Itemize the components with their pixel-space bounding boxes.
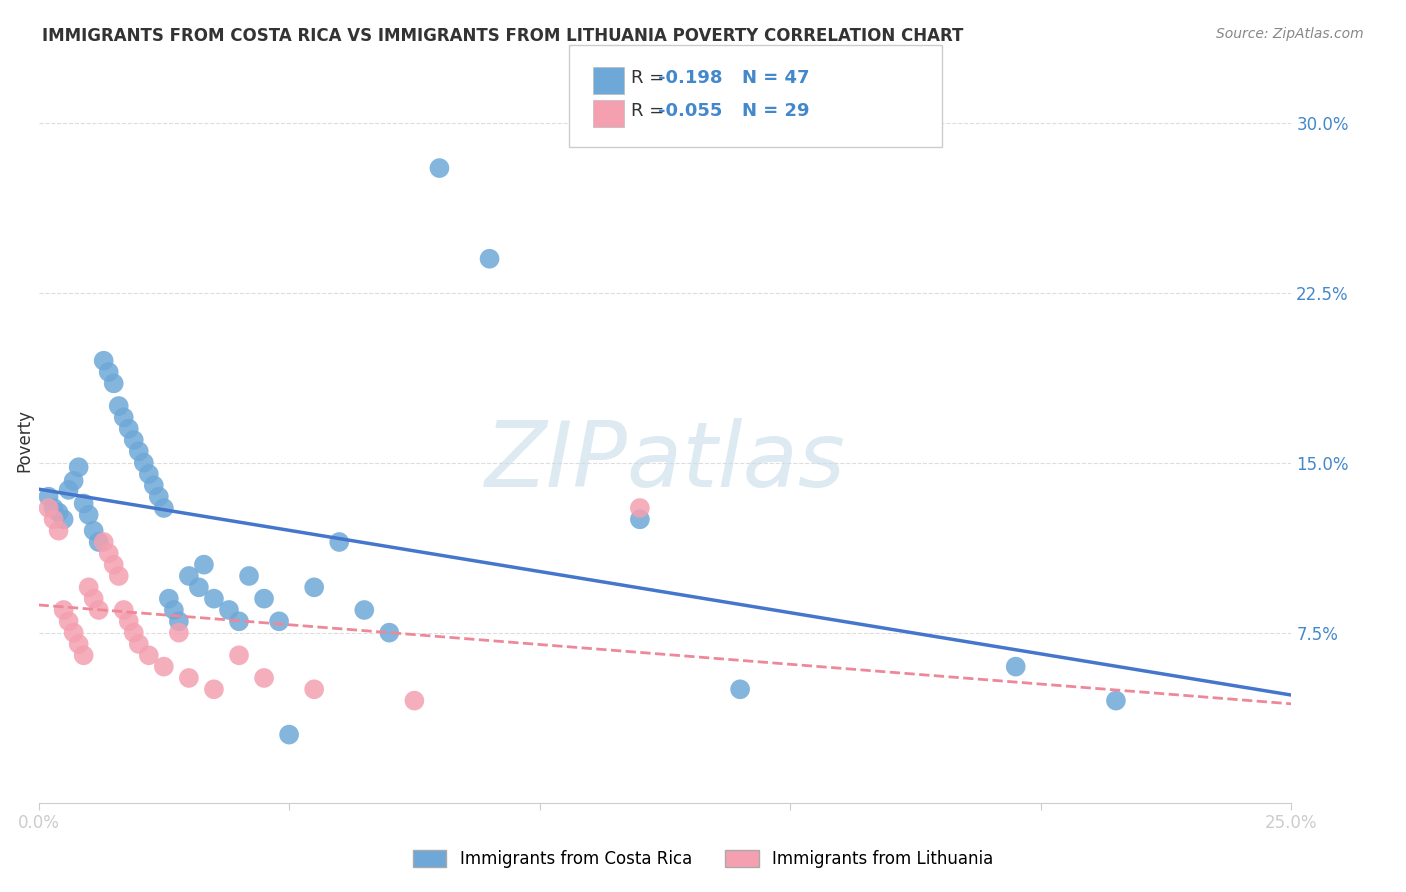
Point xyxy=(1105,693,1128,707)
Point xyxy=(67,637,90,651)
Point xyxy=(87,603,110,617)
Text: ZIPatlas: ZIPatlas xyxy=(485,417,845,506)
Point xyxy=(193,558,215,572)
Point xyxy=(429,161,451,175)
Point xyxy=(267,615,290,629)
Point xyxy=(42,512,65,526)
Point xyxy=(167,625,190,640)
Point xyxy=(97,365,120,379)
Point xyxy=(83,524,105,538)
Point xyxy=(128,444,150,458)
Point xyxy=(122,433,145,447)
Point xyxy=(58,615,80,629)
Text: N = 47: N = 47 xyxy=(742,70,810,87)
Point xyxy=(118,422,141,436)
Point xyxy=(378,625,401,640)
Point xyxy=(177,671,200,685)
Point xyxy=(253,591,276,606)
Point xyxy=(107,569,129,583)
Point xyxy=(153,501,176,516)
Point xyxy=(77,508,100,522)
Point xyxy=(52,512,75,526)
Point xyxy=(138,648,160,663)
Point xyxy=(38,490,60,504)
Point xyxy=(628,501,651,516)
Point xyxy=(153,659,176,673)
Point xyxy=(302,682,325,697)
Point xyxy=(38,501,60,516)
Text: IMMIGRANTS FROM COSTA RICA VS IMMIGRANTS FROM LITHUANIA POVERTY CORRELATION CHAR: IMMIGRANTS FROM COSTA RICA VS IMMIGRANTS… xyxy=(42,27,963,45)
Point xyxy=(83,591,105,606)
Point xyxy=(103,376,125,391)
Point xyxy=(177,569,200,583)
Point xyxy=(58,483,80,497)
Text: N = 29: N = 29 xyxy=(742,103,810,120)
Point xyxy=(328,535,350,549)
Text: R =: R = xyxy=(631,103,671,120)
Point xyxy=(167,615,190,629)
Point xyxy=(122,625,145,640)
Text: Source: ZipAtlas.com: Source: ZipAtlas.com xyxy=(1216,27,1364,41)
Point xyxy=(278,728,301,742)
Point xyxy=(87,535,110,549)
Point xyxy=(67,460,90,475)
Text: -0.055: -0.055 xyxy=(658,103,723,120)
Point xyxy=(228,615,250,629)
Point xyxy=(478,252,501,266)
Text: -0.198: -0.198 xyxy=(658,70,723,87)
Point xyxy=(62,474,84,488)
Point xyxy=(218,603,240,617)
Point xyxy=(112,410,135,425)
Point xyxy=(238,569,260,583)
Text: R =: R = xyxy=(631,70,671,87)
Point xyxy=(138,467,160,481)
Point xyxy=(48,506,70,520)
Point xyxy=(628,512,651,526)
Point xyxy=(187,580,209,594)
Point xyxy=(52,603,75,617)
Point xyxy=(72,496,94,510)
Point xyxy=(48,524,70,538)
Point xyxy=(228,648,250,663)
Point xyxy=(77,580,100,594)
Point xyxy=(163,603,186,617)
Point xyxy=(353,603,375,617)
Legend: Immigrants from Costa Rica, Immigrants from Lithuania: Immigrants from Costa Rica, Immigrants f… xyxy=(406,843,1000,875)
Point xyxy=(253,671,276,685)
Point xyxy=(112,603,135,617)
Point xyxy=(302,580,325,594)
Point xyxy=(132,456,155,470)
Point xyxy=(93,353,115,368)
Point xyxy=(728,682,751,697)
Point xyxy=(157,591,180,606)
Point xyxy=(93,535,115,549)
Point xyxy=(62,625,84,640)
Point xyxy=(1004,659,1026,673)
Point xyxy=(142,478,165,492)
Point xyxy=(103,558,125,572)
Point xyxy=(202,682,225,697)
Point xyxy=(118,615,141,629)
Y-axis label: Poverty: Poverty xyxy=(15,409,32,472)
Point xyxy=(97,546,120,560)
Point xyxy=(128,637,150,651)
Point xyxy=(42,501,65,516)
Point xyxy=(404,693,426,707)
Point xyxy=(107,399,129,413)
Point xyxy=(202,591,225,606)
Point xyxy=(148,490,170,504)
Point xyxy=(72,648,94,663)
